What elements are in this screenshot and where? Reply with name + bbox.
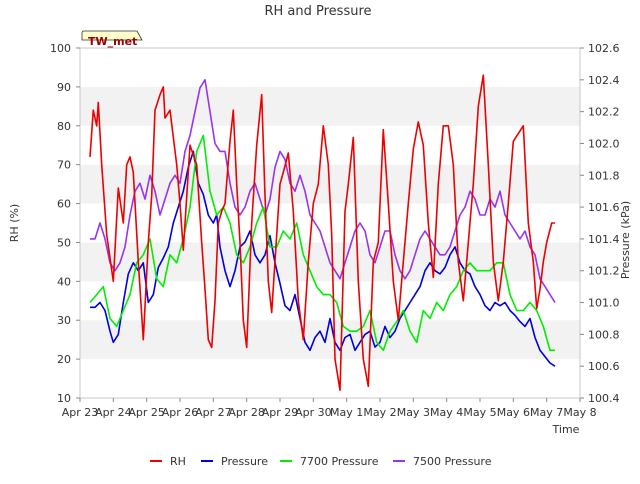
station-badge: TW_met bbox=[81, 30, 143, 48]
left-tick-label: 20 bbox=[57, 353, 71, 366]
x-tick-label: Apr 30 bbox=[295, 406, 332, 419]
series-line-7500-pressure bbox=[90, 79, 556, 303]
right-tick-label: 101.6 bbox=[588, 201, 620, 214]
chart-title: RH and Pressure bbox=[264, 4, 371, 19]
right-tick-label: 100.4 bbox=[588, 392, 620, 405]
x-tick-label: Apr 28 bbox=[228, 406, 265, 419]
legend-label: 7700 Pressure bbox=[300, 455, 379, 468]
left-tick-label: 40 bbox=[57, 275, 71, 288]
left-tick-label: 100 bbox=[50, 42, 71, 55]
right-tick-label: 101.0 bbox=[588, 297, 620, 310]
x-tick-label: Apr 29 bbox=[262, 406, 299, 419]
series-line-7700-pressure bbox=[89, 134, 555, 352]
right-tick-label: 102.2 bbox=[588, 106, 620, 119]
legend-label: RH bbox=[170, 455, 186, 468]
left-tick-label: 80 bbox=[57, 120, 71, 133]
x-tick-label: May 7 bbox=[530, 406, 563, 419]
x-tick-label: Apr 26 bbox=[162, 406, 199, 419]
right-axis-label: Pressure (kPa) bbox=[619, 201, 632, 279]
series-layer bbox=[89, 74, 556, 392]
legend-label: 7500 Pressure bbox=[413, 455, 492, 468]
grid-band bbox=[80, 125, 580, 165]
right-tick-label: 102.6 bbox=[588, 42, 620, 55]
x-tick-label: Apr 25 bbox=[128, 406, 165, 419]
x-axis-label: Time bbox=[552, 423, 580, 436]
plot-area-border bbox=[79, 47, 581, 399]
x-tick-label: Apr 27 bbox=[195, 406, 232, 419]
series-line-pressure bbox=[90, 150, 556, 367]
station-badge-label: TW_met bbox=[88, 35, 137, 48]
x-tick-label: May 4 bbox=[430, 406, 463, 419]
x-tick-label: May 6 bbox=[497, 406, 530, 419]
series-line-rh bbox=[89, 74, 555, 392]
x-tick-label: May 8 bbox=[563, 406, 596, 419]
legend-label: Pressure bbox=[221, 455, 268, 468]
right-tick-label: 101.2 bbox=[588, 265, 620, 278]
x-tick-label: May 3 bbox=[397, 406, 430, 419]
legend: RH Pressure 7700 Pressure 7500 Pressure bbox=[150, 455, 492, 468]
right-tick-label: 100.6 bbox=[588, 360, 620, 373]
right-tick-label: 101.8 bbox=[588, 169, 620, 182]
left-tick-label: 70 bbox=[57, 159, 71, 172]
x-tick-label: Apr 23 bbox=[62, 406, 99, 419]
station-badge-shape bbox=[81, 30, 143, 41]
right-axis: 100.4 100.6 100.8 101.0 101.2 101.4 101.6 101.8… bbox=[580, 42, 620, 405]
left-axis-label: RH (%) bbox=[8, 204, 21, 242]
x-tick-label: May 2 bbox=[363, 406, 396, 419]
x-tick-label: Apr 24 bbox=[95, 406, 132, 419]
grid-band bbox=[80, 48, 580, 87]
left-tick-label: 10 bbox=[57, 392, 71, 405]
grid-band bbox=[80, 320, 580, 360]
right-tick-label: 102.4 bbox=[588, 74, 620, 87]
background-bands bbox=[80, 48, 580, 398]
right-tick-label: 100.8 bbox=[588, 328, 620, 341]
left-tick-label: 30 bbox=[57, 314, 71, 327]
left-tick-label: 90 bbox=[57, 81, 71, 94]
left-axis: 10 20 30 40 50 60 70 80 90 100 bbox=[50, 42, 80, 405]
grid-band bbox=[80, 359, 580, 398]
right-tick-label: 101.4 bbox=[588, 233, 620, 246]
left-tick-label: 50 bbox=[57, 236, 71, 249]
x-tick-label: May 1 bbox=[330, 406, 363, 419]
left-tick-label: 60 bbox=[57, 198, 71, 211]
right-tick-label: 102.0 bbox=[588, 137, 620, 150]
x-tick-label: May 5 bbox=[463, 406, 496, 419]
